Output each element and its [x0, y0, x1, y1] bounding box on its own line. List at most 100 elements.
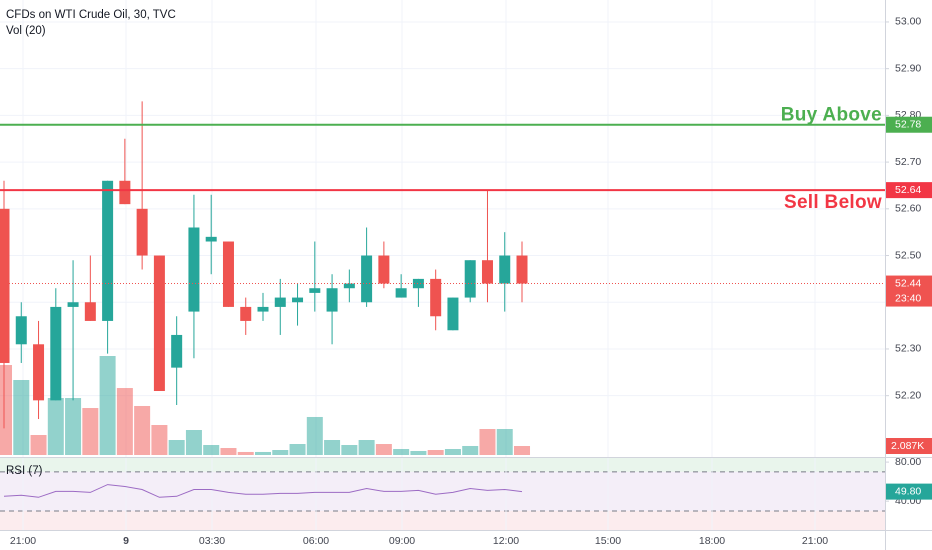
overlay-layer: Buy Above Sell Below	[0, 105, 885, 498]
volume-bar	[393, 449, 410, 455]
volume-bar	[255, 451, 272, 455]
level-tag-label: 52.78	[895, 119, 921, 131]
level-tag-label: 52.64	[895, 184, 921, 196]
volume-bar	[13, 380, 30, 455]
y-tick-label: 52.60	[895, 203, 921, 215]
x-tick-label: 12:00	[493, 535, 519, 547]
candle-body	[412, 278, 424, 289]
volume-tag	[886, 438, 932, 455]
candle-body	[84, 302, 96, 321]
volume-bar	[306, 416, 323, 455]
x-tick-label: 9	[123, 535, 129, 547]
x-tick-label: 09:00	[389, 535, 415, 547]
candle-body	[171, 334, 183, 368]
y-tick-label: 52.70	[895, 156, 921, 168]
y-tick-label: 52.90	[895, 62, 921, 74]
candle-body	[395, 288, 407, 298]
candle-body	[257, 306, 269, 312]
volume-bar	[479, 429, 496, 455]
candle-body	[67, 302, 79, 307]
x-tick-label: 06:00	[303, 535, 329, 547]
level-annotation: Sell Below	[784, 192, 882, 213]
volume-bar	[444, 449, 461, 455]
x-tick-label: 21:00	[10, 535, 36, 547]
volume-bar	[272, 450, 289, 455]
volume-bar	[220, 448, 237, 455]
rsi-tag-label: 49.80	[895, 485, 921, 497]
candle-body	[33, 344, 45, 401]
y-tick-label: 52.30	[895, 343, 921, 355]
volume-bar	[514, 446, 531, 455]
candle-body	[309, 288, 321, 293]
y-tick-label: 53.00	[895, 16, 921, 28]
y-tick-label: 52.20	[895, 389, 921, 401]
x-tick-label: 03:30	[199, 535, 225, 547]
volume-layer	[0, 356, 531, 455]
y-tick-label: 52.50	[895, 249, 921, 261]
volume-bar	[185, 430, 202, 455]
rsi-overbought-zone	[0, 458, 885, 472]
last-price-label: 52.44	[895, 277, 921, 289]
chart-title: CFDs on WTI Crude Oil, 30, TVC	[6, 9, 176, 21]
volume-bar	[462, 445, 479, 455]
axis-layer: 21:00 9 03:30 06:00 09:00 12:00 15:00 18:00 21:0…	[10, 16, 932, 547]
volume-bar	[496, 429, 513, 455]
volume-bar	[237, 451, 254, 455]
candle-body	[240, 306, 252, 321]
rsi-tick-label: 80.00	[895, 456, 921, 468]
volume-bar	[47, 398, 64, 455]
candle-body	[481, 260, 493, 284]
candle-body	[516, 255, 528, 284]
volume-bar	[134, 405, 151, 455]
candle-body	[464, 260, 476, 298]
countdown-label: 23:40	[895, 292, 921, 304]
level-annotation: Buy Above	[781, 105, 882, 126]
candle-body	[222, 241, 234, 307]
candle-body	[153, 255, 165, 392]
candle-body	[378, 255, 390, 284]
volume-bar	[410, 450, 427, 455]
volume-bar	[30, 435, 47, 455]
candle-layer	[0, 101, 528, 429]
volume-bar	[0, 365, 12, 455]
x-tick-label: 18:00	[699, 535, 725, 547]
volume-bar	[375, 444, 392, 455]
volume-bar	[203, 445, 220, 455]
x-tick-label: 21:00	[802, 535, 828, 547]
volume-bar	[358, 440, 375, 455]
candle-body	[447, 297, 459, 331]
level-tag	[886, 182, 932, 199]
rsi-neutral-zone	[0, 471, 885, 511]
candle-body	[343, 283, 355, 289]
volume-tag-label: 2.087K	[891, 440, 924, 452]
candle-body	[292, 297, 304, 303]
candle-body	[119, 180, 131, 205]
candle-body	[326, 288, 338, 312]
rsi-tag	[886, 483, 932, 500]
volume-bar	[82, 408, 99, 455]
volume-bar	[289, 444, 306, 455]
last-price-tag	[886, 275, 932, 307]
volume-bar	[99, 356, 116, 455]
candle-body	[102, 180, 114, 321]
x-tick-label: 15:00	[595, 535, 621, 547]
volume-bar	[427, 450, 444, 455]
candle-body	[15, 316, 27, 345]
candle-body	[274, 297, 286, 307]
volume-bar	[65, 398, 82, 455]
volume-bar	[151, 425, 168, 455]
volume-bar	[168, 440, 185, 455]
candle-body	[136, 208, 148, 256]
candle-body	[499, 255, 511, 284]
rsi-line	[3, 484, 523, 498]
volume-bar	[324, 440, 341, 455]
candle-body	[50, 306, 62, 401]
candle-body	[361, 255, 373, 303]
volume-title: Vol (20)	[6, 25, 46, 37]
candle-body	[188, 227, 200, 312]
candle-body	[430, 278, 442, 317]
candle-body	[205, 236, 217, 242]
candle-body	[0, 208, 10, 363]
volume-bar	[341, 445, 358, 455]
